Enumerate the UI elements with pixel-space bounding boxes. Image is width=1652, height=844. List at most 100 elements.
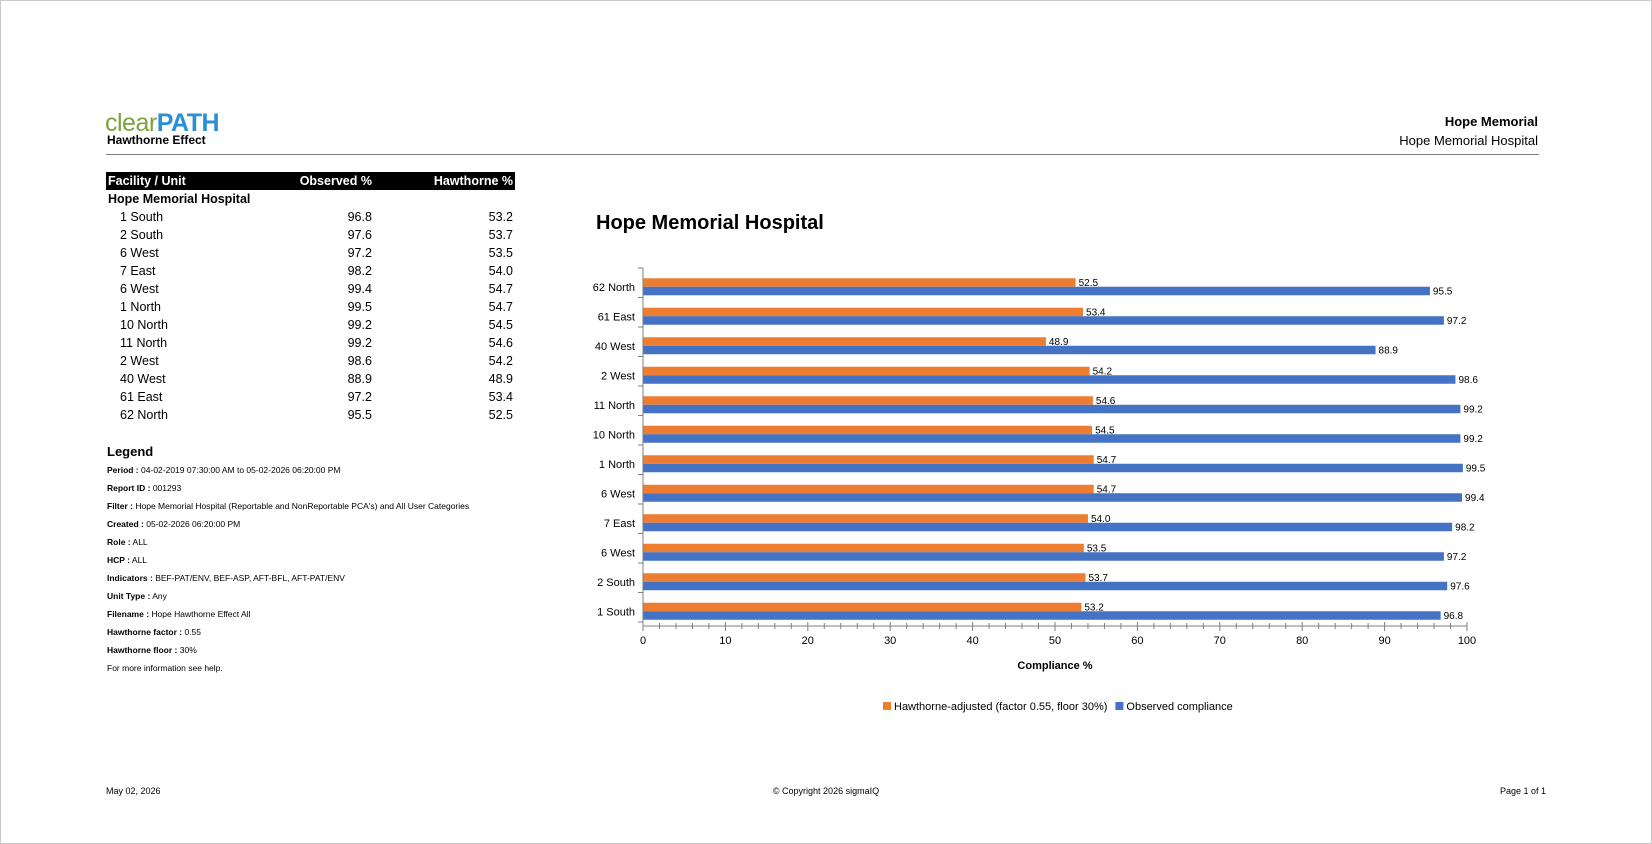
table-row: 40 West 88.9 48.9 bbox=[106, 370, 515, 388]
observed-cell: 99.4 bbox=[347, 282, 372, 296]
data-label: 96.8 bbox=[1444, 611, 1464, 622]
bar-hawthorne bbox=[643, 278, 1076, 287]
table-row: 61 East 97.2 53.4 bbox=[106, 388, 515, 406]
legend-label-hawthorne: Hawthorne-adjusted (factor 0.55, floor 3… bbox=[894, 701, 1107, 713]
bar-observed bbox=[643, 611, 1441, 620]
data-label: 48.9 bbox=[1049, 337, 1069, 348]
legend-item: Unit Type : Any bbox=[107, 591, 527, 609]
legend-item-label: Role : bbox=[107, 537, 131, 547]
legend-item: HCP : ALL bbox=[107, 555, 527, 573]
legend-swatch-hawthorne bbox=[883, 702, 891, 710]
legend-item-value: 05-02-2026 06:20:00 PM bbox=[146, 519, 241, 529]
hawthorne-cell: 53.7 bbox=[488, 228, 513, 242]
footer-page: Page 1 of 1 bbox=[1499, 786, 1546, 796]
y-tick-label: 11 North bbox=[594, 400, 635, 412]
y-tick-label: 61 East bbox=[598, 311, 635, 323]
unit-name-cell: 6 West bbox=[120, 282, 159, 296]
hawthorne-cell: 53.2 bbox=[488, 210, 513, 224]
header-divider bbox=[106, 154, 1539, 155]
data-label: 99.2 bbox=[1463, 434, 1483, 445]
legend-help: For more information see help. bbox=[107, 663, 223, 673]
data-label: 98.6 bbox=[1458, 375, 1478, 386]
data-label: 88.9 bbox=[1379, 345, 1399, 356]
data-label: 53.4 bbox=[1086, 307, 1106, 318]
x-tick-label: 0 bbox=[640, 635, 646, 647]
unit-name-cell: 61 East bbox=[120, 390, 163, 404]
data-label: 54.5 bbox=[1095, 425, 1115, 436]
table-row: 6 West 97.2 53.5 bbox=[106, 244, 515, 262]
y-tick-label: 1 South bbox=[597, 606, 635, 618]
legend-item-value: BEF-PAT/ENV, BEF-ASP, AFT-BFL, AFT-PAT/E… bbox=[155, 573, 345, 583]
legend-label-observed: Observed compliance bbox=[1126, 701, 1232, 713]
hawthorne-cell: 54.5 bbox=[488, 318, 513, 332]
table-row: 1 North 99.5 54.7 bbox=[106, 298, 515, 316]
legend-item: Indicators : BEF-PAT/ENV, BEF-ASP, AFT-B… bbox=[107, 573, 527, 591]
legend-item-label: Filename : bbox=[107, 609, 150, 619]
bar-chart: 62 North 52.5 95.5 61 East 53.4 97.2 40 West 48… bbox=[593, 267, 1486, 713]
observed-cell: 97.6 bbox=[347, 228, 372, 242]
data-label: 53.5 bbox=[1087, 543, 1107, 554]
y-tick-label: 10 North bbox=[593, 429, 635, 441]
facility-row: Hope Memorial Hospital bbox=[106, 190, 515, 208]
bar-hawthorne bbox=[643, 366, 1090, 376]
col-header-observed: Observed % bbox=[244, 172, 374, 190]
x-tick-label: 20 bbox=[802, 635, 814, 647]
data-label: 99.4 bbox=[1465, 493, 1485, 504]
legend-panel: Legend Period : 04-02-2019 07:30:00 AM t… bbox=[107, 444, 527, 681]
data-label: 54.2 bbox=[1093, 366, 1113, 377]
x-tick-label: 40 bbox=[966, 635, 978, 647]
table-row: 11 North 99.2 54.6 bbox=[106, 334, 515, 352]
unit-name-cell: 7 East bbox=[120, 264, 156, 278]
legend-item-value: 001293 bbox=[152, 483, 182, 493]
y-tick-label: 6 West bbox=[601, 547, 635, 559]
legend-items: Period : 04-02-2019 07:30:00 AM to 05-02… bbox=[107, 465, 527, 663]
legend-item: Hawthorne floor : 30% bbox=[107, 645, 527, 663]
y-tick-label: 6 West bbox=[601, 488, 635, 500]
bar-hawthorne bbox=[643, 307, 1084, 317]
col-header-unit: Facility / Unit bbox=[106, 172, 245, 190]
hawthorne-cell: 53.4 bbox=[488, 390, 513, 404]
data-label: 97.2 bbox=[1447, 552, 1467, 563]
legend-item-value: Hope Memorial Hospital (Reportable and N… bbox=[135, 501, 470, 511]
data-label: 54.0 bbox=[1091, 514, 1111, 525]
data-label: 97.2 bbox=[1447, 316, 1467, 327]
observed-cell: 98.2 bbox=[347, 264, 372, 278]
footer-copyright: © Copyright 2026 sigmaIQ bbox=[772, 786, 880, 796]
clearpath-logo: clearPATH bbox=[105, 109, 220, 137]
legend-item: Period : 04-02-2019 07:30:00 AM to 05-02… bbox=[107, 465, 527, 483]
hawthorne-cell: 54.7 bbox=[488, 282, 513, 296]
y-tick-label: 40 West bbox=[595, 341, 635, 353]
bar-observed bbox=[643, 463, 1463, 473]
table-row: 2 West 98.6 54.2 bbox=[106, 352, 515, 370]
observed-cell: 96.8 bbox=[347, 210, 372, 224]
legend-item: Filter : Hope Memorial Hospital (Reporta… bbox=[107, 501, 527, 519]
hawthorne-cell: 54.7 bbox=[488, 300, 513, 314]
legend-item-label: Created : bbox=[107, 519, 144, 529]
legend-item-label: HCP : bbox=[107, 555, 130, 565]
legend-title: Legend bbox=[107, 444, 154, 459]
data-label: 54.6 bbox=[1096, 396, 1116, 407]
bar-observed bbox=[643, 286, 1430, 296]
y-tick-label: 2 West bbox=[601, 370, 635, 382]
bar-observed bbox=[643, 345, 1376, 355]
hawthorne-cell: 54.2 bbox=[488, 354, 513, 368]
bar-observed bbox=[643, 316, 1444, 325]
data-label: 54.7 bbox=[1097, 484, 1117, 495]
data-label: 99.5 bbox=[1466, 463, 1486, 474]
report-name: Hawthorne Effect bbox=[107, 133, 206, 147]
observed-cell: 88.9 bbox=[347, 372, 372, 386]
bar-observed bbox=[643, 434, 1461, 443]
bar-observed bbox=[643, 552, 1444, 561]
x-tick-label: 50 bbox=[1049, 635, 1061, 647]
bar-hawthorne bbox=[643, 484, 1094, 494]
unit-name-cell: 40 West bbox=[120, 372, 166, 386]
x-tick-label: 60 bbox=[1131, 635, 1143, 647]
bar-observed bbox=[643, 522, 1453, 532]
x-tick-label: 80 bbox=[1296, 635, 1308, 647]
logo-path-text: PATH bbox=[156, 109, 220, 137]
x-tick-label: 70 bbox=[1214, 635, 1226, 647]
data-label: 53.2 bbox=[1084, 602, 1104, 613]
observed-cell: 99.5 bbox=[347, 300, 372, 314]
x-tick-label: 30 bbox=[884, 635, 896, 647]
table-row: 10 North 99.2 54.5 bbox=[106, 316, 515, 334]
